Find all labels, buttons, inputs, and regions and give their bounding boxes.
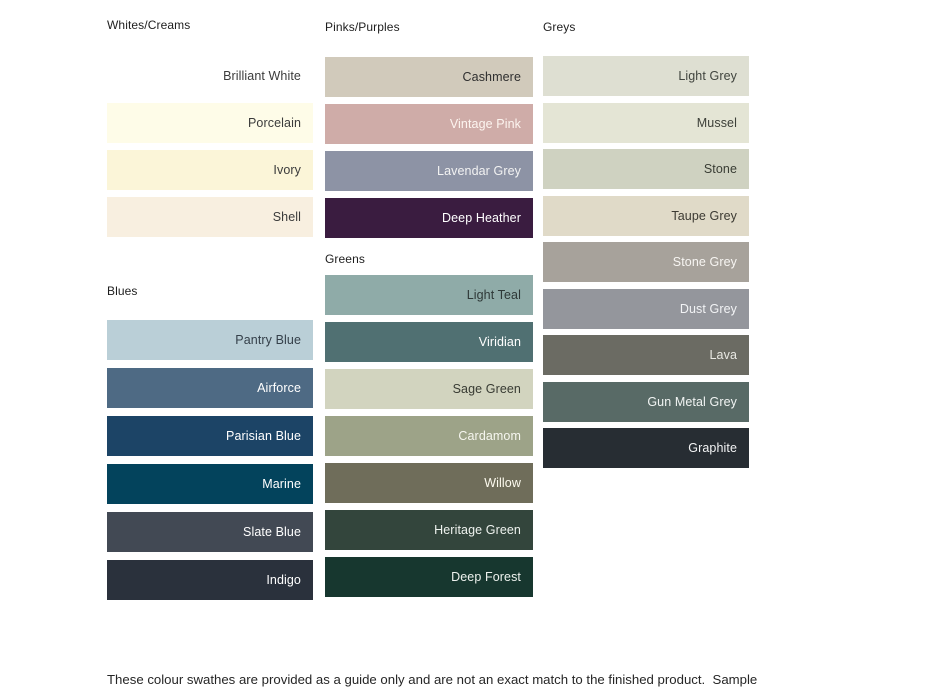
swatch-label: Mussel	[696, 115, 737, 130]
column-pinks-greens: Pinks/Purples Cashmere Vintage Pink Lave…	[325, 0, 533, 604]
swatch-label: Lavendar Grey	[437, 164, 521, 178]
swatch-label: Sage Green	[452, 382, 521, 396]
swatch-porcelain: Porcelain	[107, 103, 313, 143]
section-pinks-purples: Pinks/Purples Cashmere Vintage Pink Lave…	[325, 0, 533, 238]
swatch-pantry-blue: Pantry Blue	[107, 320, 313, 360]
column-whites-blues: Whites/Creams Brilliant White Porcelain …	[107, 0, 313, 608]
swatch-label: Dust Grey	[679, 301, 737, 316]
swatch-label: Heritage Green	[434, 523, 521, 537]
swatch-viridian: Viridian	[325, 322, 533, 362]
swatch-deep-forest: Deep Forest	[325, 557, 533, 597]
swatch-parisian-blue: Parisian Blue	[107, 416, 313, 456]
swatch-label: Deep Heather	[441, 211, 521, 225]
section-greys: Greys Light Grey Mussel Stone Taupe Grey…	[543, 0, 749, 468]
section-header-greys: Greys	[543, 20, 576, 34]
swatch-willow: Willow	[325, 463, 533, 503]
swatch-label: Deep Forest	[451, 570, 521, 584]
swatch-label: Lava	[709, 348, 737, 362]
swatch-label: Parisian Blue	[226, 429, 301, 443]
section-header-greens: Greens	[325, 252, 365, 266]
swatch-label: Airforce	[257, 381, 301, 395]
swatch-label: Light Grey	[678, 69, 737, 83]
section-header-pinks-purples: Pinks/Purples	[325, 20, 400, 34]
swatch-label: Ivory	[273, 163, 301, 177]
swatch-stone-grey: Stone Grey	[543, 242, 749, 282]
swatch-marine: Marine	[107, 464, 313, 504]
swatch-label: Graphite	[688, 441, 737, 455]
swatch-stone: Stone	[543, 149, 749, 189]
swatch-lavendar-grey: Lavendar Grey	[325, 151, 533, 191]
swatch-cashmere: Cashmere	[325, 57, 533, 97]
section-greens: Greens Light Teal Viridian Sage Green Ca…	[325, 252, 533, 597]
swatch-label: Light Teal	[466, 288, 521, 302]
swatch-ivory: Ivory	[107, 150, 313, 190]
swatch-label: Cardamom	[458, 429, 521, 443]
swatch-slate-blue: Slate Blue	[107, 512, 313, 552]
swatch-label: Viridian	[478, 335, 521, 349]
swatch-dust-grey: Dust Grey	[543, 288, 749, 329]
swatch-mussel: Mussel	[543, 102, 749, 143]
section-header-blues: Blues	[107, 284, 138, 298]
swatch-label: Pantry Blue	[235, 333, 301, 347]
swatch-label: Slate Blue	[243, 525, 301, 539]
swatch-cardamom: Cardamom	[325, 416, 533, 456]
swatch-label: Stone	[703, 162, 737, 176]
swatch-light-teal: Light Teal	[325, 275, 533, 315]
swatch-label: Marine	[262, 477, 301, 491]
swatch-taupe-grey: Taupe Grey	[543, 195, 749, 236]
section-header-whites-creams: Whites/Creams	[107, 18, 191, 32]
swatch-indigo: Indigo	[107, 560, 313, 600]
swatch-airforce: Airforce	[107, 368, 313, 408]
swatch-sage-green: Sage Green	[325, 369, 533, 409]
swatch-lava: Lava	[543, 335, 749, 375]
swatch-label: Willow	[484, 476, 521, 490]
swatch-label: Shell	[272, 210, 301, 224]
swatch-heritage-green: Heritage Green	[325, 510, 533, 550]
swatch-label: Indigo	[266, 573, 301, 587]
swatch-deep-heather: Deep Heather	[325, 198, 533, 238]
swatch-brilliant-white: Brilliant White	[107, 56, 313, 96]
swatch-graphite: Graphite	[543, 428, 749, 468]
disclaimer-line-1: These colour swathes are provided as a g…	[107, 672, 758, 687]
swatch-gun-metal-grey: Gun Metal Grey	[543, 381, 749, 422]
swatch-light-grey: Light Grey	[543, 56, 749, 96]
section-blues: Blues Pantry Blue Airforce Parisian Blue…	[107, 284, 313, 600]
swatch-label: Stone Grey	[672, 255, 737, 269]
swatch-label: Vintage Pink	[449, 117, 521, 131]
swatch-label: Gun Metal Grey	[647, 394, 737, 409]
swatch-shell: Shell	[107, 197, 313, 237]
swatch-vintage-pink: Vintage Pink	[325, 104, 533, 144]
swatch-label: Porcelain	[247, 116, 301, 130]
section-whites-creams: Whites/Creams Brilliant White Porcelain …	[107, 0, 313, 237]
swatch-label: Taupe Grey	[671, 208, 737, 223]
swatch-label: Cashmere	[462, 70, 521, 84]
swatch-label: Brilliant White	[223, 69, 301, 83]
column-greys: Greys Light Grey Mussel Stone Taupe Grey…	[543, 0, 749, 475]
disclaimer-text: These colour swathes are provided as a g…	[107, 639, 767, 700]
